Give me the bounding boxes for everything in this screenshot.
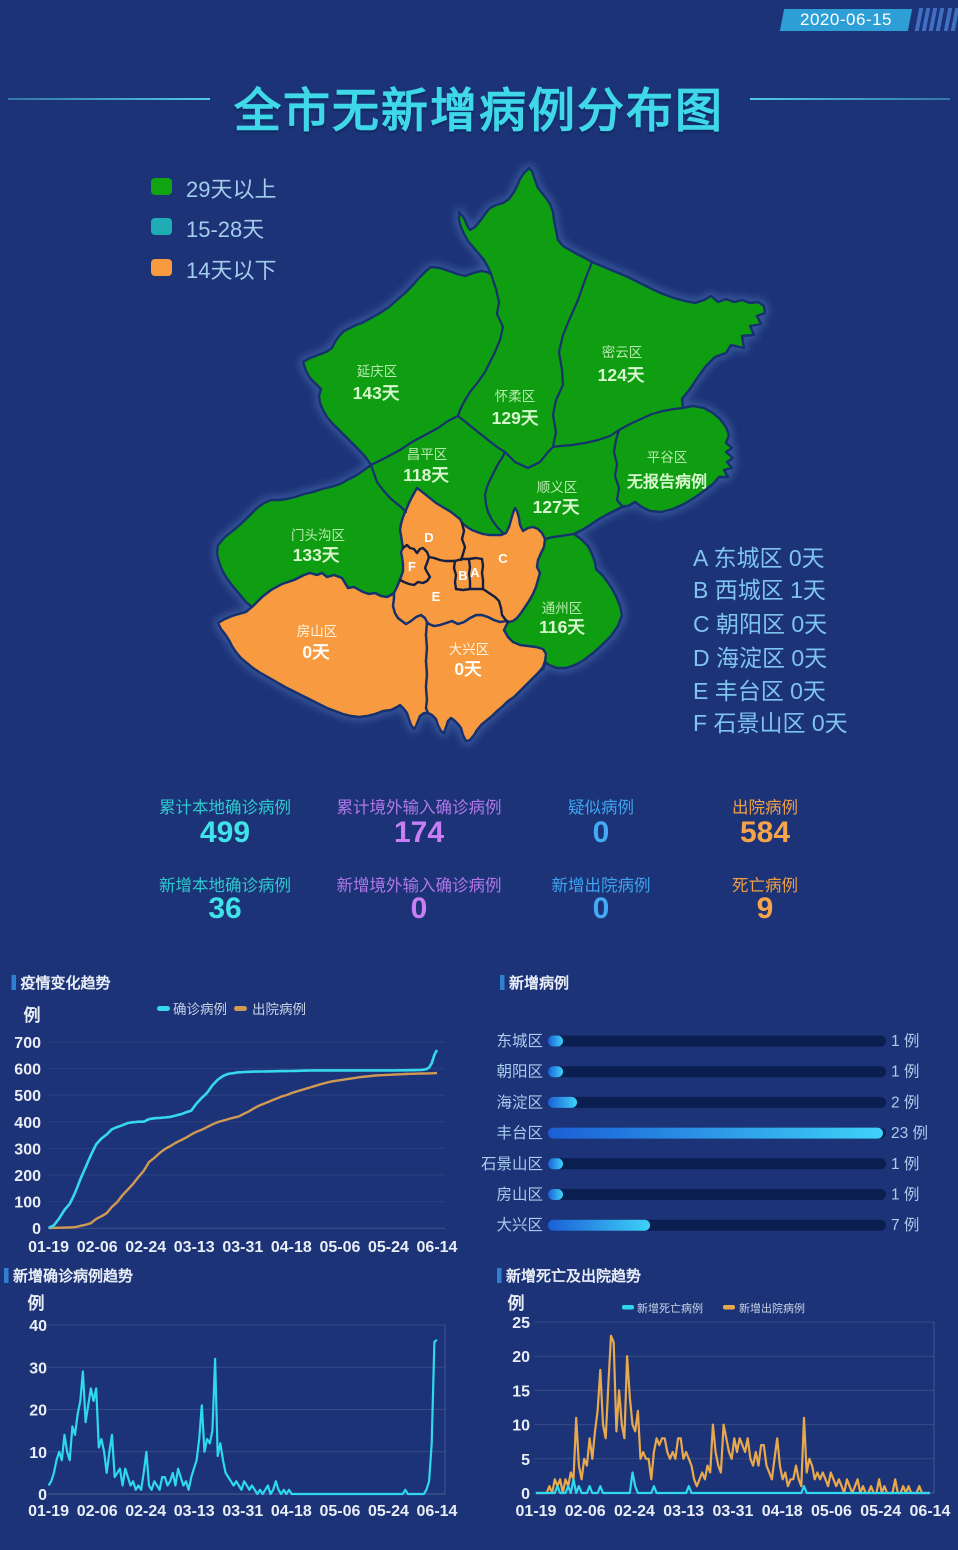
svg-text:朝阳区: 朝阳区	[496, 1063, 543, 1081]
svg-text:0天: 0天	[302, 642, 330, 662]
svg-text:昌平区: 昌平区	[407, 447, 448, 462]
svg-text:新增出院病例: 新增出院病例	[739, 1301, 805, 1315]
svg-text:04-18: 04-18	[271, 1503, 312, 1520]
svg-text:400: 400	[14, 1115, 41, 1132]
svg-text:顺义区: 顺义区	[537, 480, 578, 495]
svg-text:例: 例	[508, 1293, 525, 1313]
svg-text:04-18: 04-18	[762, 1503, 803, 1520]
svg-text:03-31: 03-31	[222, 1239, 263, 1256]
svg-text:例: 例	[28, 1293, 45, 1313]
svg-text:700: 700	[14, 1035, 41, 1052]
svg-text:平谷区: 平谷区	[647, 450, 688, 465]
svg-text:30: 30	[29, 1360, 47, 1377]
svg-text:新增确诊病例趋势: 新增确诊病例趋势	[13, 1267, 133, 1285]
svg-text:2 例: 2 例	[891, 1093, 919, 1111]
svg-text:20: 20	[29, 1403, 47, 1420]
svg-text:大兴区: 大兴区	[449, 642, 490, 657]
svg-text:确诊病例: 确诊病例	[173, 1002, 227, 1017]
svg-text:02-24: 02-24	[125, 1239, 166, 1256]
svg-text:100: 100	[14, 1195, 41, 1212]
svg-text:129天: 129天	[492, 408, 539, 428]
svg-text:延庆区: 延庆区	[357, 364, 398, 379]
svg-text:密云区: 密云区	[602, 344, 643, 360]
svg-text:127天: 127天	[533, 497, 580, 517]
svg-text:例: 例	[24, 1005, 41, 1025]
svg-text:40: 40	[29, 1318, 47, 1335]
svg-text:23 例: 23 例	[891, 1124, 928, 1142]
svg-text:300: 300	[14, 1141, 41, 1158]
svg-text:15: 15	[512, 1383, 530, 1400]
svg-text:124天: 124天	[598, 365, 645, 385]
svg-text:石景山区: 石景山区	[481, 1155, 543, 1173]
svg-text:0: 0	[38, 1487, 47, 1504]
svg-text:25: 25	[512, 1315, 530, 1332]
svg-text:10: 10	[29, 1445, 47, 1462]
svg-text:10: 10	[512, 1418, 530, 1435]
svg-text:01-19: 01-19	[28, 1239, 69, 1256]
svg-text:疫情变化趋势: 疫情变化趋势	[21, 974, 111, 992]
svg-text:E: E	[432, 589, 441, 604]
svg-text:1 例: 1 例	[891, 1186, 919, 1204]
svg-text:05-06: 05-06	[319, 1239, 360, 1256]
svg-text:出院病例: 出院病例	[252, 1002, 306, 1017]
svg-text:F: F	[408, 559, 416, 574]
svg-text:06-14: 06-14	[910, 1503, 951, 1520]
svg-text:05-06: 05-06	[319, 1503, 360, 1520]
svg-text:门头沟区: 门头沟区	[291, 528, 345, 543]
svg-text:新增死亡病例: 新增死亡病例	[637, 1301, 703, 1315]
svg-text:B: B	[458, 568, 467, 583]
svg-text:03-31: 03-31	[713, 1503, 754, 1520]
svg-text:02-06: 02-06	[565, 1503, 606, 1520]
svg-text:05-24: 05-24	[368, 1239, 409, 1256]
svg-text:0: 0	[521, 1486, 530, 1503]
svg-text:0: 0	[32, 1221, 41, 1238]
svg-text:03-31: 03-31	[222, 1503, 263, 1520]
svg-text:02-06: 02-06	[77, 1239, 118, 1256]
svg-text:新增病例: 新增病例	[509, 974, 569, 992]
svg-text:200: 200	[14, 1168, 41, 1185]
svg-text:118天: 118天	[403, 465, 449, 485]
svg-text:01-19: 01-19	[516, 1503, 557, 1520]
svg-text:01-19: 01-19	[28, 1503, 69, 1520]
svg-text:1 例: 1 例	[891, 1032, 919, 1050]
svg-text:海淀区: 海淀区	[496, 1093, 543, 1111]
svg-text:05-24: 05-24	[368, 1503, 409, 1520]
svg-text:丰台区: 丰台区	[496, 1124, 543, 1142]
svg-text:116天: 116天	[539, 617, 585, 637]
svg-text:04-18: 04-18	[271, 1239, 312, 1256]
svg-text:133天: 133天	[293, 545, 340, 565]
svg-text:05-24: 05-24	[860, 1503, 901, 1520]
svg-text:06-14: 06-14	[417, 1503, 458, 1520]
svg-text:D: D	[424, 530, 433, 545]
svg-text:东城区: 东城区	[496, 1032, 543, 1050]
svg-text:06-14: 06-14	[417, 1239, 458, 1256]
svg-text:03-13: 03-13	[174, 1503, 215, 1520]
svg-text:20: 20	[512, 1349, 530, 1366]
svg-text:600: 600	[14, 1062, 41, 1079]
svg-text:A: A	[470, 565, 480, 580]
svg-text:02-06: 02-06	[77, 1503, 118, 1520]
svg-text:怀柔区: 怀柔区	[495, 389, 536, 404]
svg-text:房山区: 房山区	[297, 624, 338, 639]
svg-text:5: 5	[521, 1452, 530, 1469]
svg-text:通州区: 通州区	[542, 601, 583, 616]
svg-text:02-24: 02-24	[614, 1503, 655, 1520]
svg-text:大兴区: 大兴区	[496, 1216, 543, 1234]
svg-text:新增死亡及出院趋势: 新增死亡及出院趋势	[506, 1267, 641, 1285]
svg-text:C: C	[498, 551, 508, 566]
svg-text:143天: 143天	[353, 383, 400, 403]
svg-text:7 例: 7 例	[891, 1216, 919, 1234]
svg-text:02-24: 02-24	[125, 1503, 166, 1520]
svg-text:500: 500	[14, 1088, 41, 1105]
svg-text:03-13: 03-13	[663, 1503, 704, 1520]
svg-text:05-06: 05-06	[811, 1503, 852, 1520]
svg-text:1 例: 1 例	[891, 1063, 919, 1081]
svg-text:1 例: 1 例	[891, 1155, 919, 1173]
svg-text:房山区: 房山区	[496, 1186, 543, 1204]
svg-text:0天: 0天	[454, 659, 482, 679]
svg-text:无报告病例: 无报告病例	[626, 472, 707, 491]
svg-text:03-13: 03-13	[174, 1239, 215, 1256]
